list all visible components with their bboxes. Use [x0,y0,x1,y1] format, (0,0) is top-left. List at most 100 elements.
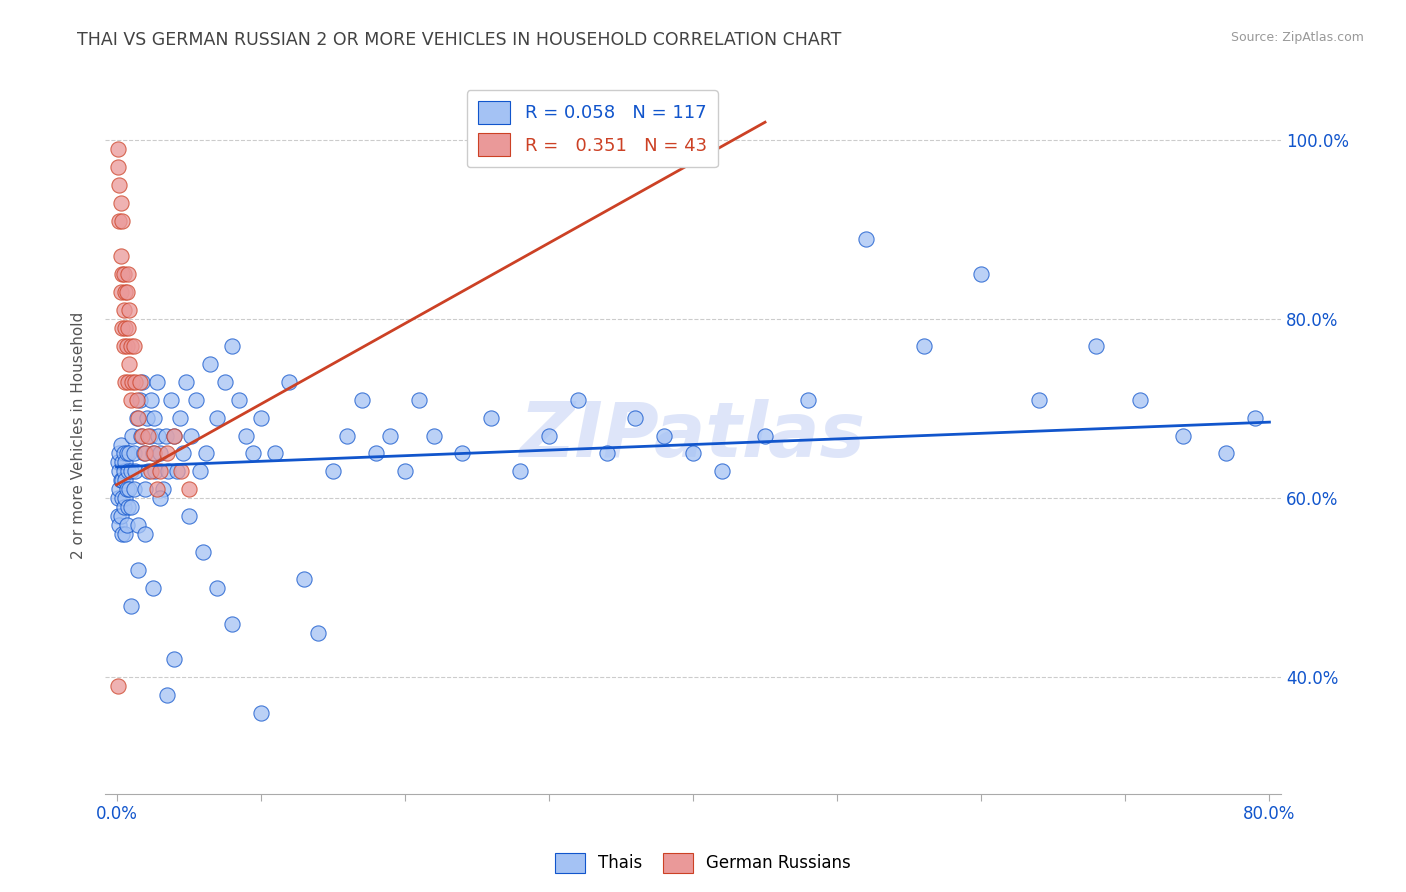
Point [682,446,704,460]
Point [143,446,166,460]
Point [115,339,138,353]
Point [111,527,134,541]
Point [221,616,243,631]
Point [214,375,236,389]
Point [451,446,474,460]
Point [127,410,149,425]
Point [114,285,136,300]
Point [107,509,129,524]
Point [163,652,186,666]
Point [152,483,174,497]
Point [115,518,138,533]
Point [336,428,359,442]
Point [797,392,820,407]
Point [160,392,183,407]
Point [108,446,131,460]
Point [194,446,217,460]
Point [131,428,153,442]
Point [128,375,150,389]
Point [108,518,131,533]
Point [143,410,166,425]
Point [128,392,150,407]
Point [108,464,131,478]
Point [115,446,138,460]
Point [1028,392,1050,407]
Point [135,410,157,425]
Text: THAI VS GERMAN RUSSIAN 2 OR MORE VEHICLES IN HOUSEHOLD CORRELATION CHART: THAI VS GERMAN RUSSIAN 2 OR MORE VEHICLE… [77,31,842,49]
Point [567,392,589,407]
Point [146,483,169,497]
Point [114,491,136,506]
Point [624,410,647,425]
Point [118,446,141,460]
Point [114,321,136,335]
Point [710,464,733,478]
Point [166,464,188,478]
Point [228,392,250,407]
Point [108,178,131,192]
Legend: Thais, German Russians: Thais, German Russians [548,847,858,880]
Point [125,392,148,407]
Point [120,599,142,613]
Point [107,679,129,693]
Point [157,464,180,478]
Point [394,464,416,478]
Point [122,483,145,497]
Point [117,268,139,282]
Point [184,392,207,407]
Point [380,428,402,442]
Point [120,339,142,353]
Point [652,428,675,442]
Point [110,195,132,210]
Point [207,581,229,595]
Point [134,446,156,460]
Point [124,464,146,478]
Point [1129,392,1152,407]
Point [121,375,143,389]
Point [117,321,139,335]
Point [278,375,301,389]
Point [180,428,202,442]
Point [118,483,141,497]
Point [117,375,139,389]
Point [110,285,132,300]
Point [132,446,155,460]
Point [117,464,139,478]
Point [155,428,177,442]
Point [169,410,191,425]
Point [156,688,179,702]
Point [115,285,138,300]
Point [107,142,129,156]
Point [114,527,136,541]
Point [134,483,156,497]
Point [177,509,200,524]
Point [120,464,142,478]
Point [191,545,214,559]
Point [754,428,776,442]
Point [114,375,136,389]
Point [110,473,132,487]
Point [122,446,145,460]
Point [125,410,148,425]
Point [138,428,160,442]
Point [111,455,134,469]
Point [111,268,134,282]
Point [108,483,131,497]
Point [422,428,444,442]
Point [107,455,129,469]
Point [145,464,167,478]
Point [307,625,329,640]
Point [118,303,141,318]
Point [112,464,135,478]
Point [121,428,143,442]
Point [110,437,132,451]
Point [207,410,229,425]
Point [149,446,172,460]
Point [127,563,149,577]
Point [111,491,134,506]
Point [110,509,132,524]
Point [408,392,430,407]
Point [127,518,149,533]
Point [235,428,257,442]
Point [912,339,935,353]
